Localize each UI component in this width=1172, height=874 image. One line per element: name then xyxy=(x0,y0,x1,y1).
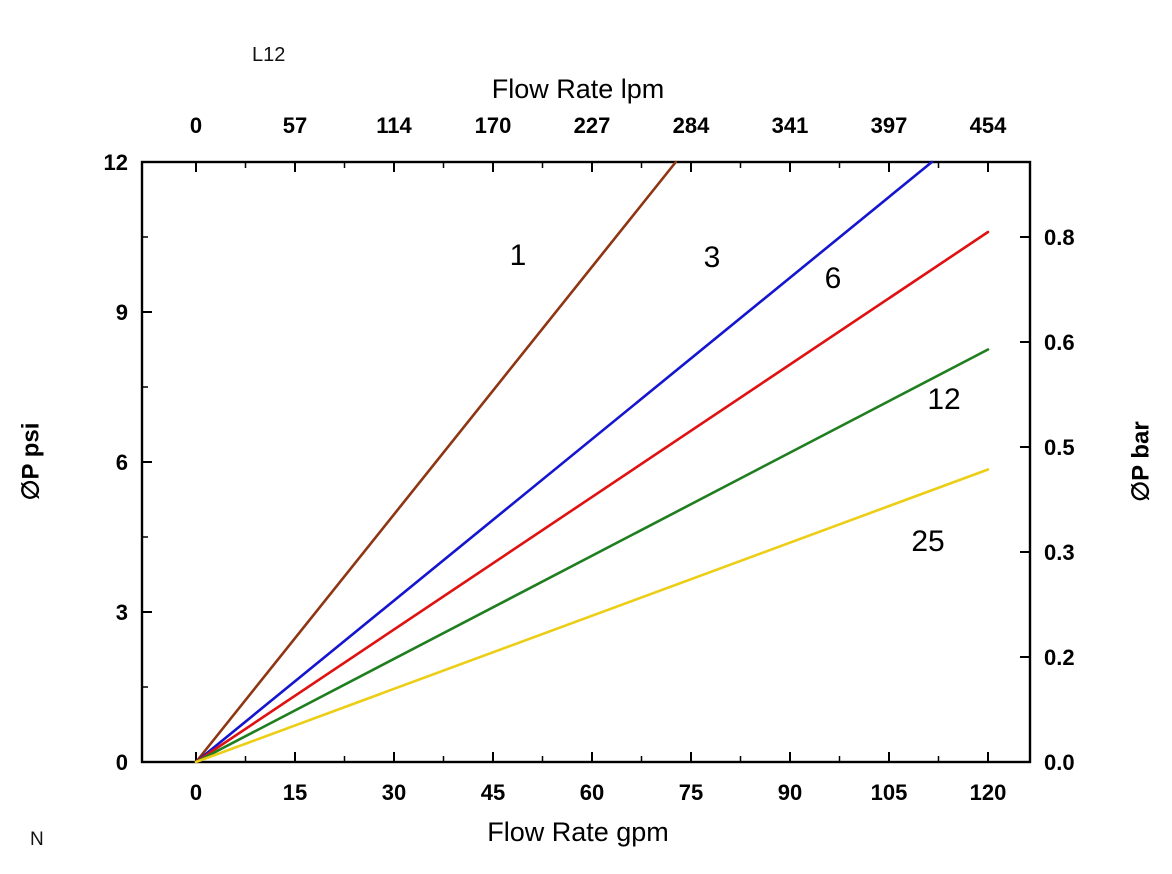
series-label-25: 25 xyxy=(911,525,944,558)
bottom-axis-tick-label: 0 xyxy=(190,780,202,805)
right-axis-tick-label: 0.2 xyxy=(1044,645,1075,670)
left-axis-tick-label: 9 xyxy=(116,300,128,325)
bottom-axis-tick-label: 75 xyxy=(679,780,703,805)
series-line-25 xyxy=(194,468,990,764)
bottom-axis-tick-label: 15 xyxy=(283,780,307,805)
bottom-axis-tick-label: 60 xyxy=(580,780,604,805)
corner-note: N xyxy=(30,829,44,850)
series-line-1 xyxy=(194,160,678,764)
series-label-6: 6 xyxy=(825,262,842,295)
bottom-axis-tick-label: 120 xyxy=(970,780,1007,805)
right-axis-tick-label: 0.3 xyxy=(1044,540,1075,565)
right-axis-tick-label: 0.6 xyxy=(1044,330,1075,355)
right-axis-tick-label: 0.5 xyxy=(1044,435,1075,460)
bottom-axis-title: Flow Rate gpm xyxy=(487,817,669,847)
top-axis-tick-label: 170 xyxy=(475,113,512,138)
top-axis-title: Flow Rate lpm xyxy=(491,74,665,104)
bottom-axis-tick-label: 90 xyxy=(778,780,802,805)
top-axis-tick-label: 341 xyxy=(772,113,809,138)
series-line-12 xyxy=(194,348,990,764)
left-axis-tick-label: 12 xyxy=(104,150,128,175)
series-label-1: 1 xyxy=(510,239,527,272)
bottom-axis-tick-label: 45 xyxy=(481,780,505,805)
top-axis-tick-label: 114 xyxy=(376,113,412,138)
series-label-3: 3 xyxy=(704,241,721,274)
top-axis-tick-label: 0 xyxy=(190,113,202,138)
left-axis-tick-label: 0 xyxy=(116,750,128,775)
series-line-3 xyxy=(194,160,934,764)
top-axis-tick-label: 454 xyxy=(970,113,1007,138)
bottom-axis-tick-label: 30 xyxy=(382,780,406,805)
right-axis-tick-label: 0.8 xyxy=(1044,225,1075,250)
top-axis-tick-label: 227 xyxy=(574,113,611,138)
series-label-12: 12 xyxy=(927,383,960,416)
top-axis-tick-label: 397 xyxy=(871,113,908,138)
top-axis-tick-label: 57 xyxy=(283,113,307,138)
plot-frame xyxy=(140,160,1032,764)
bottom-axis-tick-label: 105 xyxy=(871,780,908,805)
model-code-note: L12 xyxy=(252,44,286,66)
series-line-6 xyxy=(194,230,990,764)
top-axis-tick-label: 284 xyxy=(673,113,710,138)
right-axis-tick-label: 0.0 xyxy=(1044,750,1075,775)
left-axis-tick-label: 3 xyxy=(116,600,128,625)
left-axis-tick-label: 6 xyxy=(116,450,128,475)
